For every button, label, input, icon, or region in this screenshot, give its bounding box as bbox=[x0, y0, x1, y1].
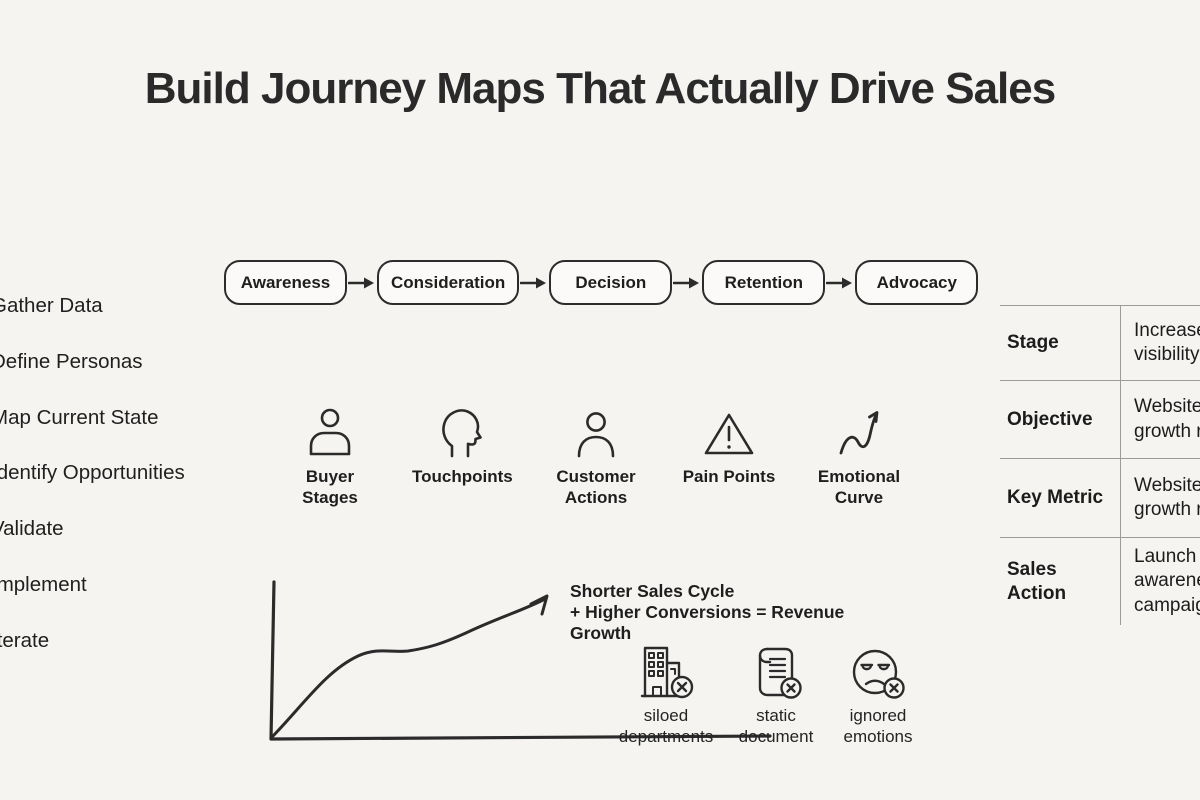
table-row-label: Key Metric bbox=[1007, 487, 1104, 508]
person-outline-icon bbox=[536, 398, 656, 458]
growth-curve bbox=[270, 597, 547, 739]
stage-box-retention: Retention bbox=[702, 260, 826, 305]
element-buyer-stages: Buyer Stages bbox=[270, 398, 390, 508]
arrow-right-icon bbox=[673, 277, 700, 288]
stage-box-consideration: Consideration bbox=[377, 260, 520, 305]
checklist-item: Iterate bbox=[0, 628, 50, 652]
stage-box-awareness: Awareness bbox=[224, 260, 347, 305]
table-row-value: Launch t awarene campaig bbox=[1134, 545, 1200, 616]
stage-box-advocacy: Advocacy bbox=[855, 260, 979, 305]
building-x-icon bbox=[606, 638, 726, 702]
growth-chart bbox=[256, 576, 776, 748]
chart-axes bbox=[269, 580, 772, 741]
process-checklist: Gather Data Define Personas Map Current … bbox=[0, 294, 185, 685]
element-label: Customer Actions bbox=[556, 467, 636, 507]
bored-face-x-icon bbox=[818, 638, 938, 702]
arrow-right-icon bbox=[348, 277, 374, 288]
rising-curve-icon bbox=[799, 398, 919, 458]
table-row-value: Website growth r bbox=[1134, 396, 1200, 442]
table-row: Key Metric Website growth r bbox=[1000, 458, 1200, 537]
warning-triangle-icon bbox=[669, 398, 789, 458]
head-profile-icon bbox=[402, 398, 522, 458]
checklist-item: Implement bbox=[0, 572, 87, 596]
anti-pattern-label: siloed departments bbox=[618, 706, 714, 746]
checklist-item: Validate bbox=[0, 517, 64, 541]
stage-label: Advocacy bbox=[876, 272, 957, 292]
stage-box-decision: Decision bbox=[549, 260, 673, 305]
journey-stage-flow: Awareness Consideration Decision Retenti… bbox=[224, 260, 979, 305]
page-title: Build Journey Maps That Actually Drive S… bbox=[144, 64, 1056, 113]
checklist-item: Define Personas bbox=[0, 349, 143, 373]
element-emotional-curve: Emotional Curve bbox=[799, 398, 919, 508]
element-label: Pain Points bbox=[682, 467, 776, 486]
stage-label: Awareness bbox=[240, 272, 331, 292]
table-row-label: Objective bbox=[1007, 408, 1093, 430]
element-label: Touchpoints bbox=[412, 467, 513, 486]
arrow-right-icon bbox=[520, 277, 547, 288]
anti-pattern-siloed-departments: siloed departments bbox=[606, 638, 726, 747]
table-row-value: Website growth r bbox=[1134, 474, 1200, 521]
document-x-icon bbox=[716, 638, 836, 702]
table-row-label: Stage bbox=[1007, 332, 1059, 353]
element-label: Emotional Curve bbox=[817, 467, 901, 507]
anti-pattern-label: static document bbox=[738, 706, 814, 746]
table-row-value: Increase visibility bbox=[1134, 319, 1200, 366]
anti-pattern-ignored-emotions: ignored emotions bbox=[818, 638, 938, 747]
growth-annotation: Shorter Sales Cycle + Higher Conversions… bbox=[570, 581, 845, 643]
element-label: Buyer Stages bbox=[302, 467, 358, 507]
arrow-head bbox=[529, 594, 549, 616]
table-row: Stage Increase visibility bbox=[1000, 305, 1200, 380]
table-row: Objective Website growth r bbox=[1000, 380, 1200, 458]
stage-label: Consideration bbox=[391, 272, 506, 292]
checklist-item: Identify Opportunities bbox=[0, 461, 185, 485]
anti-pattern-static-document: static document bbox=[716, 638, 836, 747]
person-icon bbox=[270, 398, 390, 458]
checklist-item: Map Current State bbox=[0, 405, 159, 429]
table-divider bbox=[1120, 305, 1121, 625]
checklist-item: Gather Data bbox=[0, 294, 103, 317]
table-row-label: Sales Action bbox=[1007, 558, 1067, 604]
element-touchpoints: Touchpoints bbox=[402, 398, 522, 487]
stage-label: Retention bbox=[724, 272, 803, 292]
element-pain-points: Pain Points bbox=[669, 398, 789, 487]
anti-pattern-label: ignored emotions bbox=[843, 706, 913, 746]
stage-label: Decision bbox=[575, 272, 647, 292]
arrow-right-icon bbox=[826, 277, 853, 288]
stage-detail-table: Stage Increase visibility Objective Webs… bbox=[1000, 305, 1200, 625]
table-row: Sales Action Launch t awarene campaig bbox=[1000, 537, 1200, 625]
element-customer-actions: Customer Actions bbox=[536, 398, 656, 508]
